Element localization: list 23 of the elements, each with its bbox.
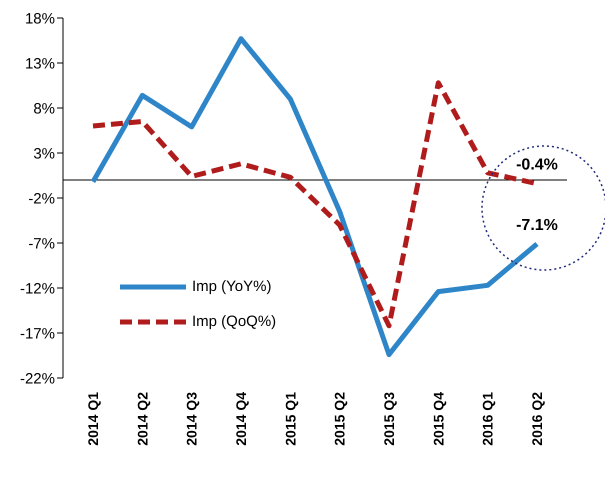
y-tick-label: 18% xyxy=(24,10,55,28)
y-tick-label: -12% xyxy=(20,280,55,298)
y-tick-label: 13% xyxy=(24,55,55,72)
x-tick-label: 2014 Q2 xyxy=(134,392,150,446)
y-tick-label: -2% xyxy=(28,190,55,208)
x-tick-label: 2015 Q2 xyxy=(332,392,348,446)
x-tick-label: 2015 Q1 xyxy=(282,392,298,446)
y-tick-label: 8% xyxy=(33,100,55,118)
x-tick-label: 2014 Q4 xyxy=(233,392,249,446)
data-label: -7.1% xyxy=(516,216,558,234)
x-tick-label: 2014 Q1 xyxy=(85,392,101,446)
y-tick-label: -22% xyxy=(20,370,55,388)
y-tick-label: -17% xyxy=(20,325,55,342)
x-tick-label: 2015 Q4 xyxy=(430,392,446,446)
x-tick-label: 2016 Q2 xyxy=(529,392,545,446)
y-tick-label: 3% xyxy=(33,145,55,162)
x-tick-label: 2014 Q3 xyxy=(184,392,200,446)
x-tick-label: 2016 Q1 xyxy=(480,392,496,446)
y-tick-label: -7% xyxy=(28,235,55,252)
legend-label: Imp (QoQ%) xyxy=(192,313,276,330)
legend-label: Imp (YoY%) xyxy=(192,278,272,295)
x-tick-label: 2015 Q3 xyxy=(381,392,397,446)
data-label: -0.4% xyxy=(516,156,558,174)
